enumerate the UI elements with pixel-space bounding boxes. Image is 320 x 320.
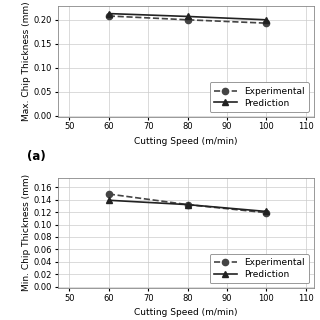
Prediction [264,18,268,22]
Y-axis label: Max. Chip Thickness (mm): Max. Chip Thickness (mm) [22,2,31,121]
Prediction [264,210,268,213]
Y-axis label: Min. Chip Thickness (mm): Min. Chip Thickness (mm) [22,174,31,292]
Line: Experimental: Experimental [106,191,269,216]
Experimental [186,203,189,206]
X-axis label: Cutting Speed (m/min): Cutting Speed (m/min) [134,308,237,317]
Text: (a): (a) [27,149,46,163]
Line: Prediction: Prediction [106,197,269,215]
X-axis label: Cutting Speed (m/min): Cutting Speed (m/min) [134,137,237,146]
Line: Prediction: Prediction [106,11,269,23]
Experimental [186,18,189,22]
Experimental [264,21,268,25]
Experimental [107,192,111,196]
Legend: Experimental, Prediction: Experimental, Prediction [210,254,309,284]
Line: Experimental: Experimental [106,13,269,26]
Legend: Experimental, Prediction: Experimental, Prediction [210,82,309,112]
Prediction [186,14,189,18]
Prediction [186,203,189,206]
Experimental [107,14,111,18]
Prediction [107,198,111,202]
Experimental [264,211,268,215]
Prediction [107,12,111,15]
